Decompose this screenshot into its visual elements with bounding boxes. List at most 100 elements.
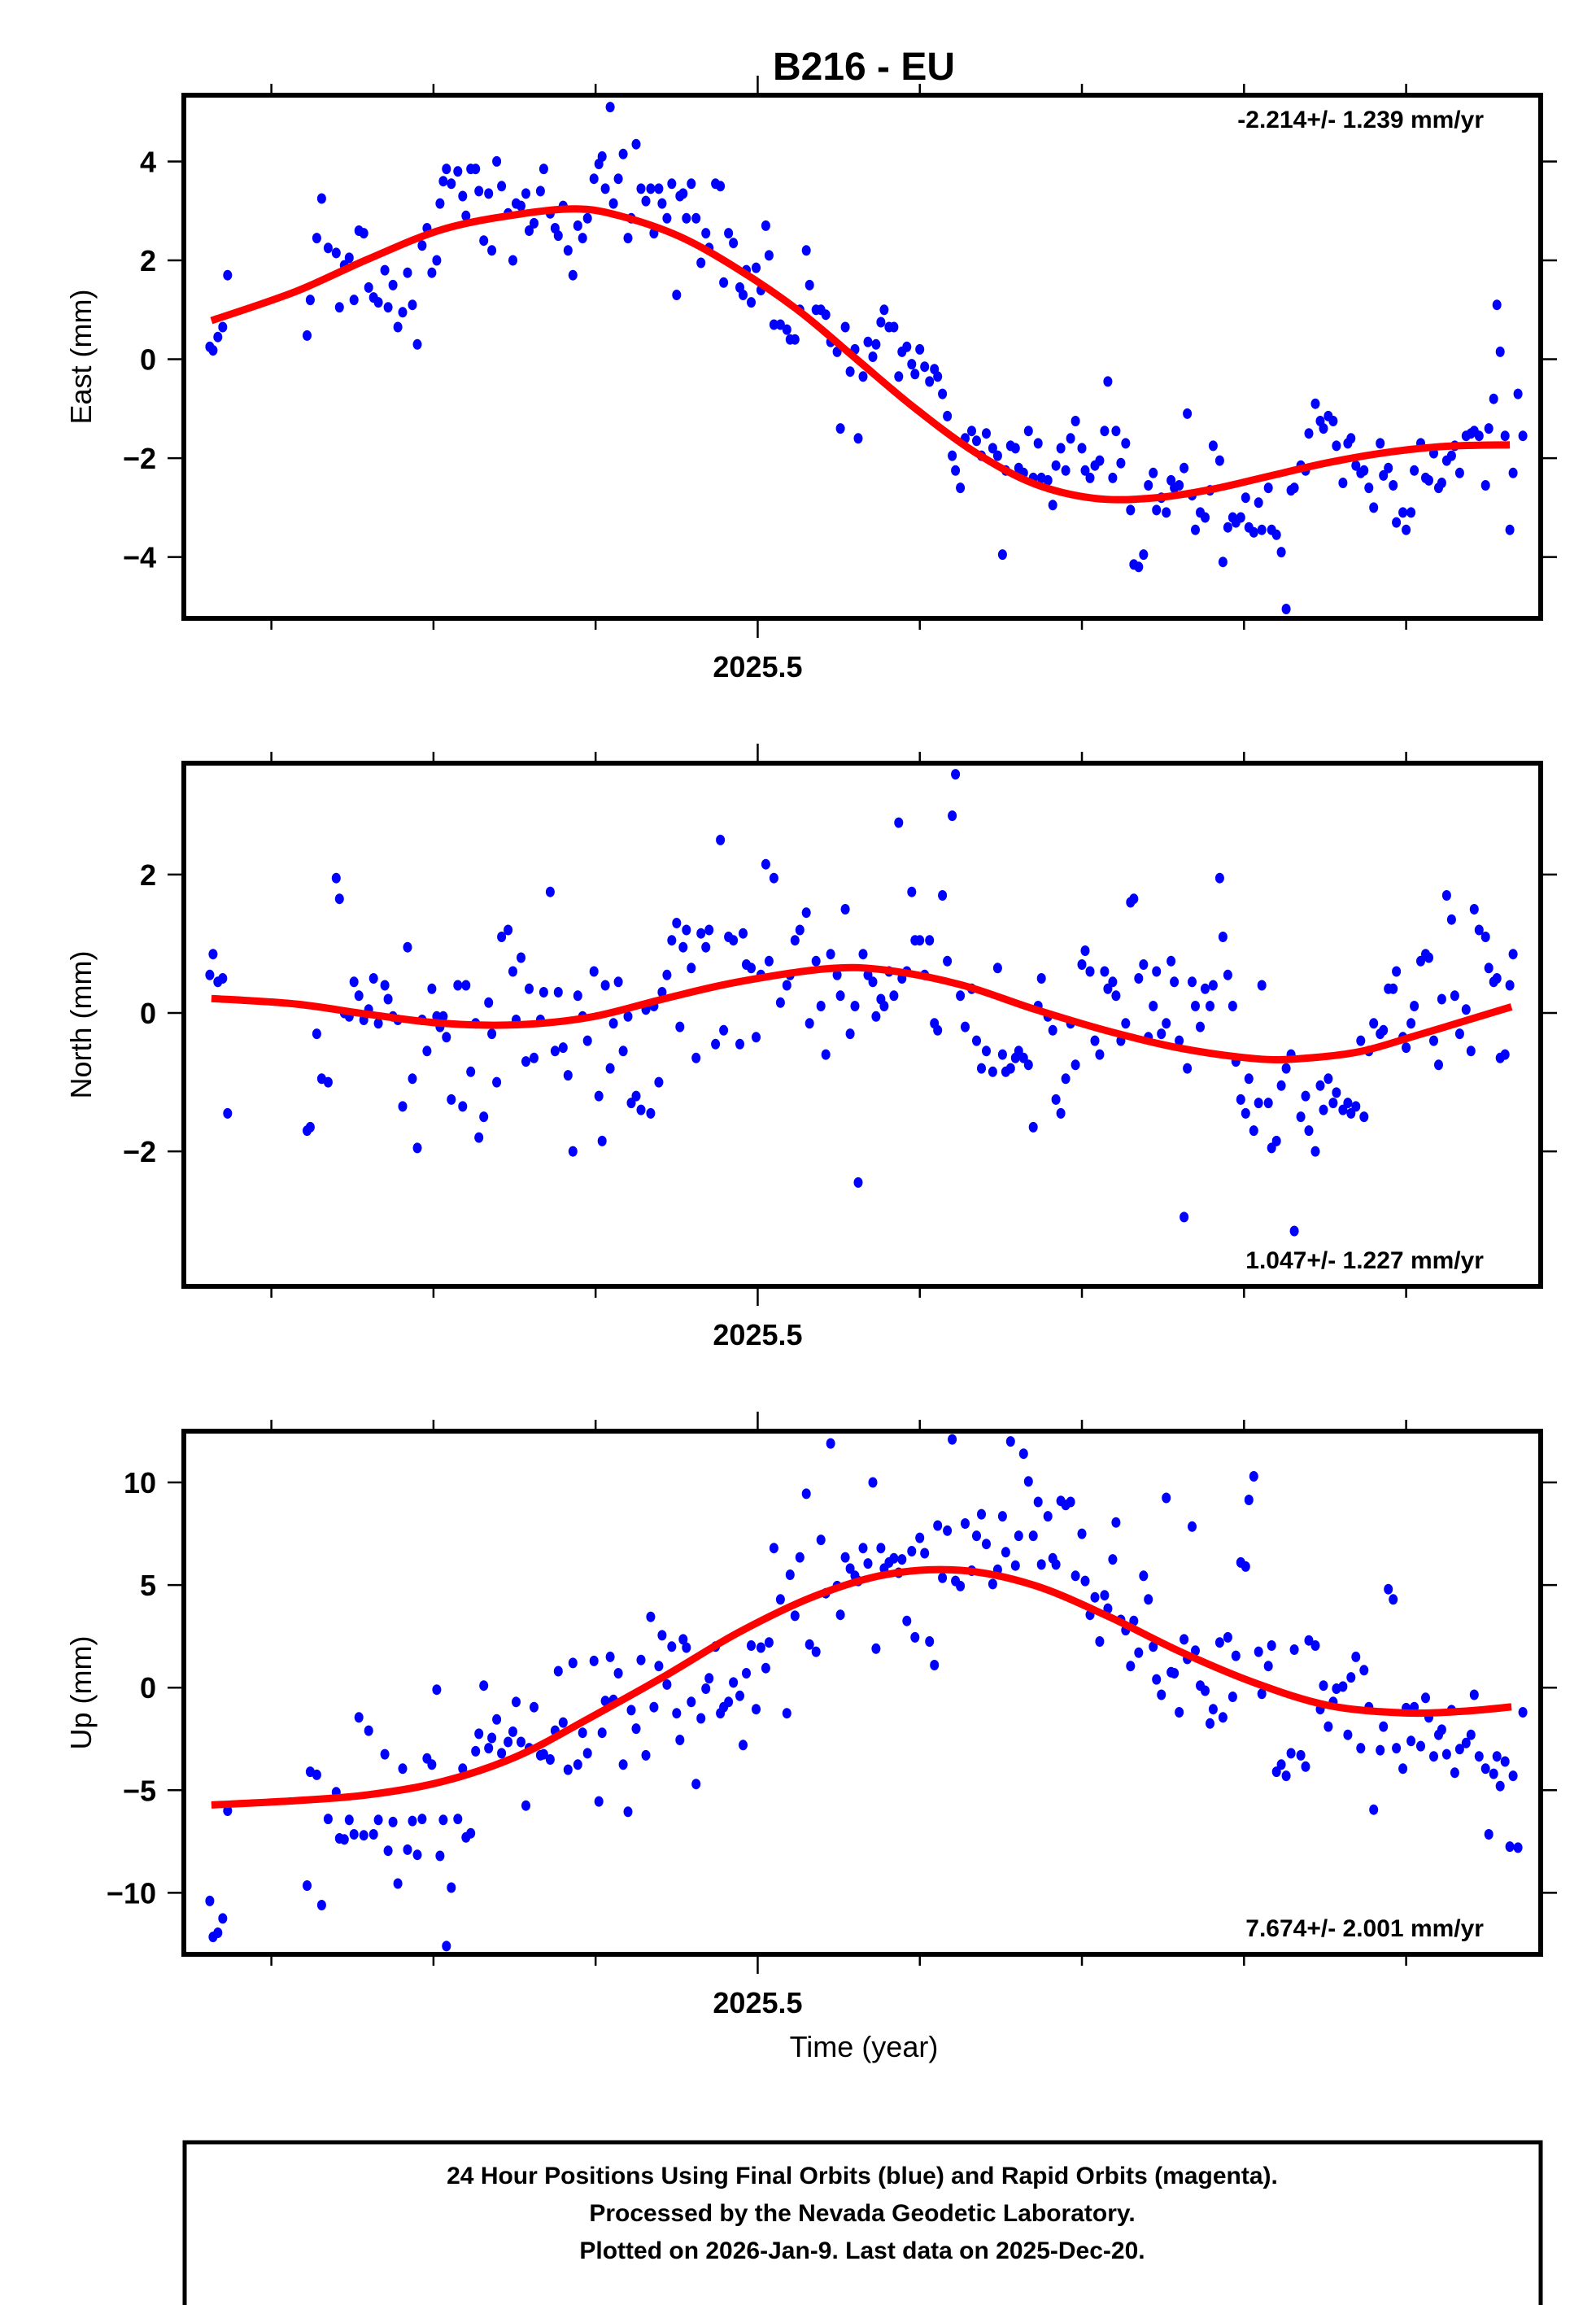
- north-data-point: [1188, 976, 1197, 988]
- up-data-point: [701, 1683, 711, 1694]
- north-data-point: [997, 1049, 1007, 1060]
- east-data-point: [821, 309, 831, 321]
- up-data-point: [1263, 1661, 1273, 1672]
- north-data-point: [1356, 1035, 1366, 1046]
- east-data-point: [1369, 502, 1379, 513]
- north-data-point: [1323, 1073, 1333, 1085]
- up-data-point: [618, 1759, 628, 1770]
- east-data-point: [761, 220, 770, 231]
- north-data-point: [1281, 1063, 1291, 1074]
- east-data-point: [1474, 430, 1484, 442]
- east-data-point: [1500, 430, 1510, 442]
- east-data-point: [951, 465, 961, 476]
- north-data-point: [631, 1090, 641, 1102]
- east-data-point: [417, 240, 427, 251]
- north-data-point: [205, 969, 215, 980]
- up-data-point: [339, 1834, 349, 1845]
- east-data-point: [344, 252, 354, 264]
- up-data-point: [1010, 1560, 1020, 1571]
- east-data-point: [1100, 426, 1110, 437]
- up-fit-curve: [211, 1565, 1512, 1809]
- east-data-point: [578, 233, 587, 244]
- north-data-point: [654, 1076, 664, 1088]
- up-data-point: [487, 1732, 497, 1744]
- up-data-point: [675, 1735, 685, 1745]
- up-data-point: [915, 1532, 925, 1543]
- north-data-point: [704, 924, 714, 936]
- east-data-point: [364, 282, 373, 293]
- up-data-point: [1028, 1530, 1038, 1542]
- north-data-point: [1100, 966, 1110, 977]
- east-data-point: [876, 317, 886, 328]
- up-data-point: [1018, 1448, 1028, 1460]
- up-data-point: [1162, 1492, 1171, 1504]
- east-data-point: [739, 290, 748, 300]
- north-data-point: [1166, 955, 1176, 967]
- north-data-point: [1014, 1046, 1023, 1057]
- north-data-point: [1244, 1073, 1254, 1085]
- up-data-point: [373, 1814, 383, 1826]
- up-data-point: [739, 1740, 748, 1751]
- north-data-point: [1036, 973, 1046, 984]
- east-data-point: [1180, 462, 1189, 474]
- east-data-point: [1508, 467, 1518, 478]
- up-data-point: [682, 1642, 691, 1653]
- north-data-point: [1254, 1098, 1263, 1109]
- up-data-point: [1489, 1768, 1498, 1779]
- east-data-point: [752, 262, 761, 273]
- east-data-point: [484, 188, 494, 199]
- up-data-point: [412, 1849, 422, 1861]
- north-data-point: [1080, 945, 1090, 956]
- east-data-point: [636, 183, 646, 194]
- north-data-point: [811, 955, 821, 967]
- east-data-point: [432, 255, 442, 266]
- north-data-point: [618, 1046, 628, 1057]
- up-data-point: [1276, 1759, 1286, 1770]
- up-data-point: [1014, 1530, 1023, 1542]
- east-y-tick-label: −2: [123, 442, 156, 475]
- up-data-point: [1351, 1651, 1361, 1662]
- east-data-point: [474, 186, 484, 197]
- up-data-point: [1484, 1829, 1494, 1840]
- up-data-point: [816, 1534, 826, 1546]
- north-data-point: [1338, 1104, 1348, 1115]
- up-data-point: [977, 1508, 986, 1520]
- north-data-point: [961, 1021, 970, 1032]
- up-data-point: [785, 1569, 795, 1580]
- north-data-point: [539, 987, 548, 998]
- east-data-point: [334, 302, 344, 313]
- north-data-point: [1315, 1080, 1325, 1091]
- east-data-point: [568, 269, 578, 281]
- up-data-point: [907, 1546, 917, 1556]
- up-data-point: [1379, 1721, 1389, 1732]
- north-data-point: [479, 1111, 489, 1123]
- north-data-point: [461, 980, 471, 991]
- up-data-point: [447, 1882, 456, 1893]
- north-data-point: [484, 997, 494, 1008]
- north-data-point: [563, 1070, 573, 1081]
- up-data-point: [364, 1725, 373, 1736]
- east-data-point: [1505, 524, 1515, 535]
- north-data-point: [701, 941, 711, 953]
- north-data-point: [1492, 973, 1502, 984]
- up-plot-frame: [181, 1429, 1543, 1957]
- east-data-point: [435, 198, 445, 209]
- up-data-point: [687, 1696, 696, 1708]
- east-data-point: [600, 183, 610, 194]
- north-data-point: [1484, 963, 1494, 974]
- north-data-point: [589, 966, 599, 977]
- up-data-point: [359, 1830, 368, 1841]
- up-data-point: [1346, 1672, 1356, 1683]
- north-data-point: [1139, 959, 1149, 970]
- east-data-point: [1108, 472, 1118, 483]
- up-data-point: [1267, 1640, 1276, 1651]
- east-data-point: [1139, 549, 1149, 561]
- east-data-point: [948, 450, 957, 461]
- east-data-point: [729, 238, 739, 249]
- up-y-tick-label: −5: [123, 1774, 156, 1807]
- north-ticks: 2025.5 2 0 −2: [123, 744, 1557, 1351]
- up-data-point: [1505, 1841, 1515, 1853]
- north-data-point: [373, 1018, 383, 1029]
- up-data-point: [826, 1438, 835, 1449]
- north-data-point: [747, 963, 756, 974]
